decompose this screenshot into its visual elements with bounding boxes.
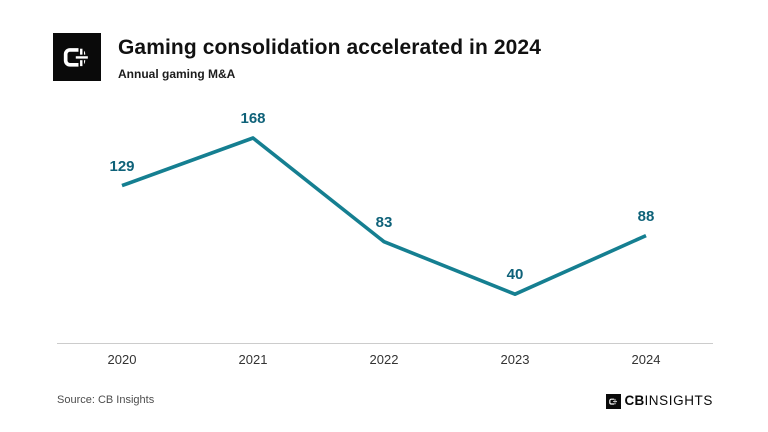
- x-tick-label-2020: 2020: [107, 352, 137, 367]
- cb-insights-wordmark: CBINSIGHTS: [605, 392, 713, 410]
- cb-insights-logo: [53, 33, 101, 81]
- page-title: Gaming consolidation accelerated in 2024: [118, 36, 541, 59]
- brand-text: CBINSIGHTS: [625, 392, 713, 410]
- x-tick-label-2022: 2022: [369, 352, 399, 367]
- value-label-2024: 88: [637, 207, 655, 225]
- value-label-2020: 129: [109, 157, 135, 175]
- cb-insights-wordmark-icon: [605, 393, 621, 409]
- brand-text-insights: INSIGHTS: [644, 393, 713, 408]
- cb-insights-logo-glyph: [63, 47, 90, 68]
- value-label-2021: 168: [240, 110, 266, 128]
- x-axis-line: [57, 343, 713, 344]
- value-label-2023: 40: [506, 266, 524, 284]
- x-tick-label-2023: 2023: [500, 352, 530, 367]
- value-label-2022: 83: [375, 213, 393, 231]
- brand-text-cb: CB: [624, 393, 645, 408]
- cb-insights-wordmark-glyph: [608, 397, 618, 405]
- header-titles: Gaming consolidation accelerated in 2024…: [118, 36, 541, 81]
- line-series: [121, 136, 647, 297]
- x-tick-label-2021: 2021: [238, 352, 268, 367]
- source-note: Source: CB Insights: [57, 394, 155, 406]
- x-tick-label-2024: 2024: [631, 352, 661, 367]
- page-subtitle: Annual gaming M&A: [118, 67, 236, 81]
